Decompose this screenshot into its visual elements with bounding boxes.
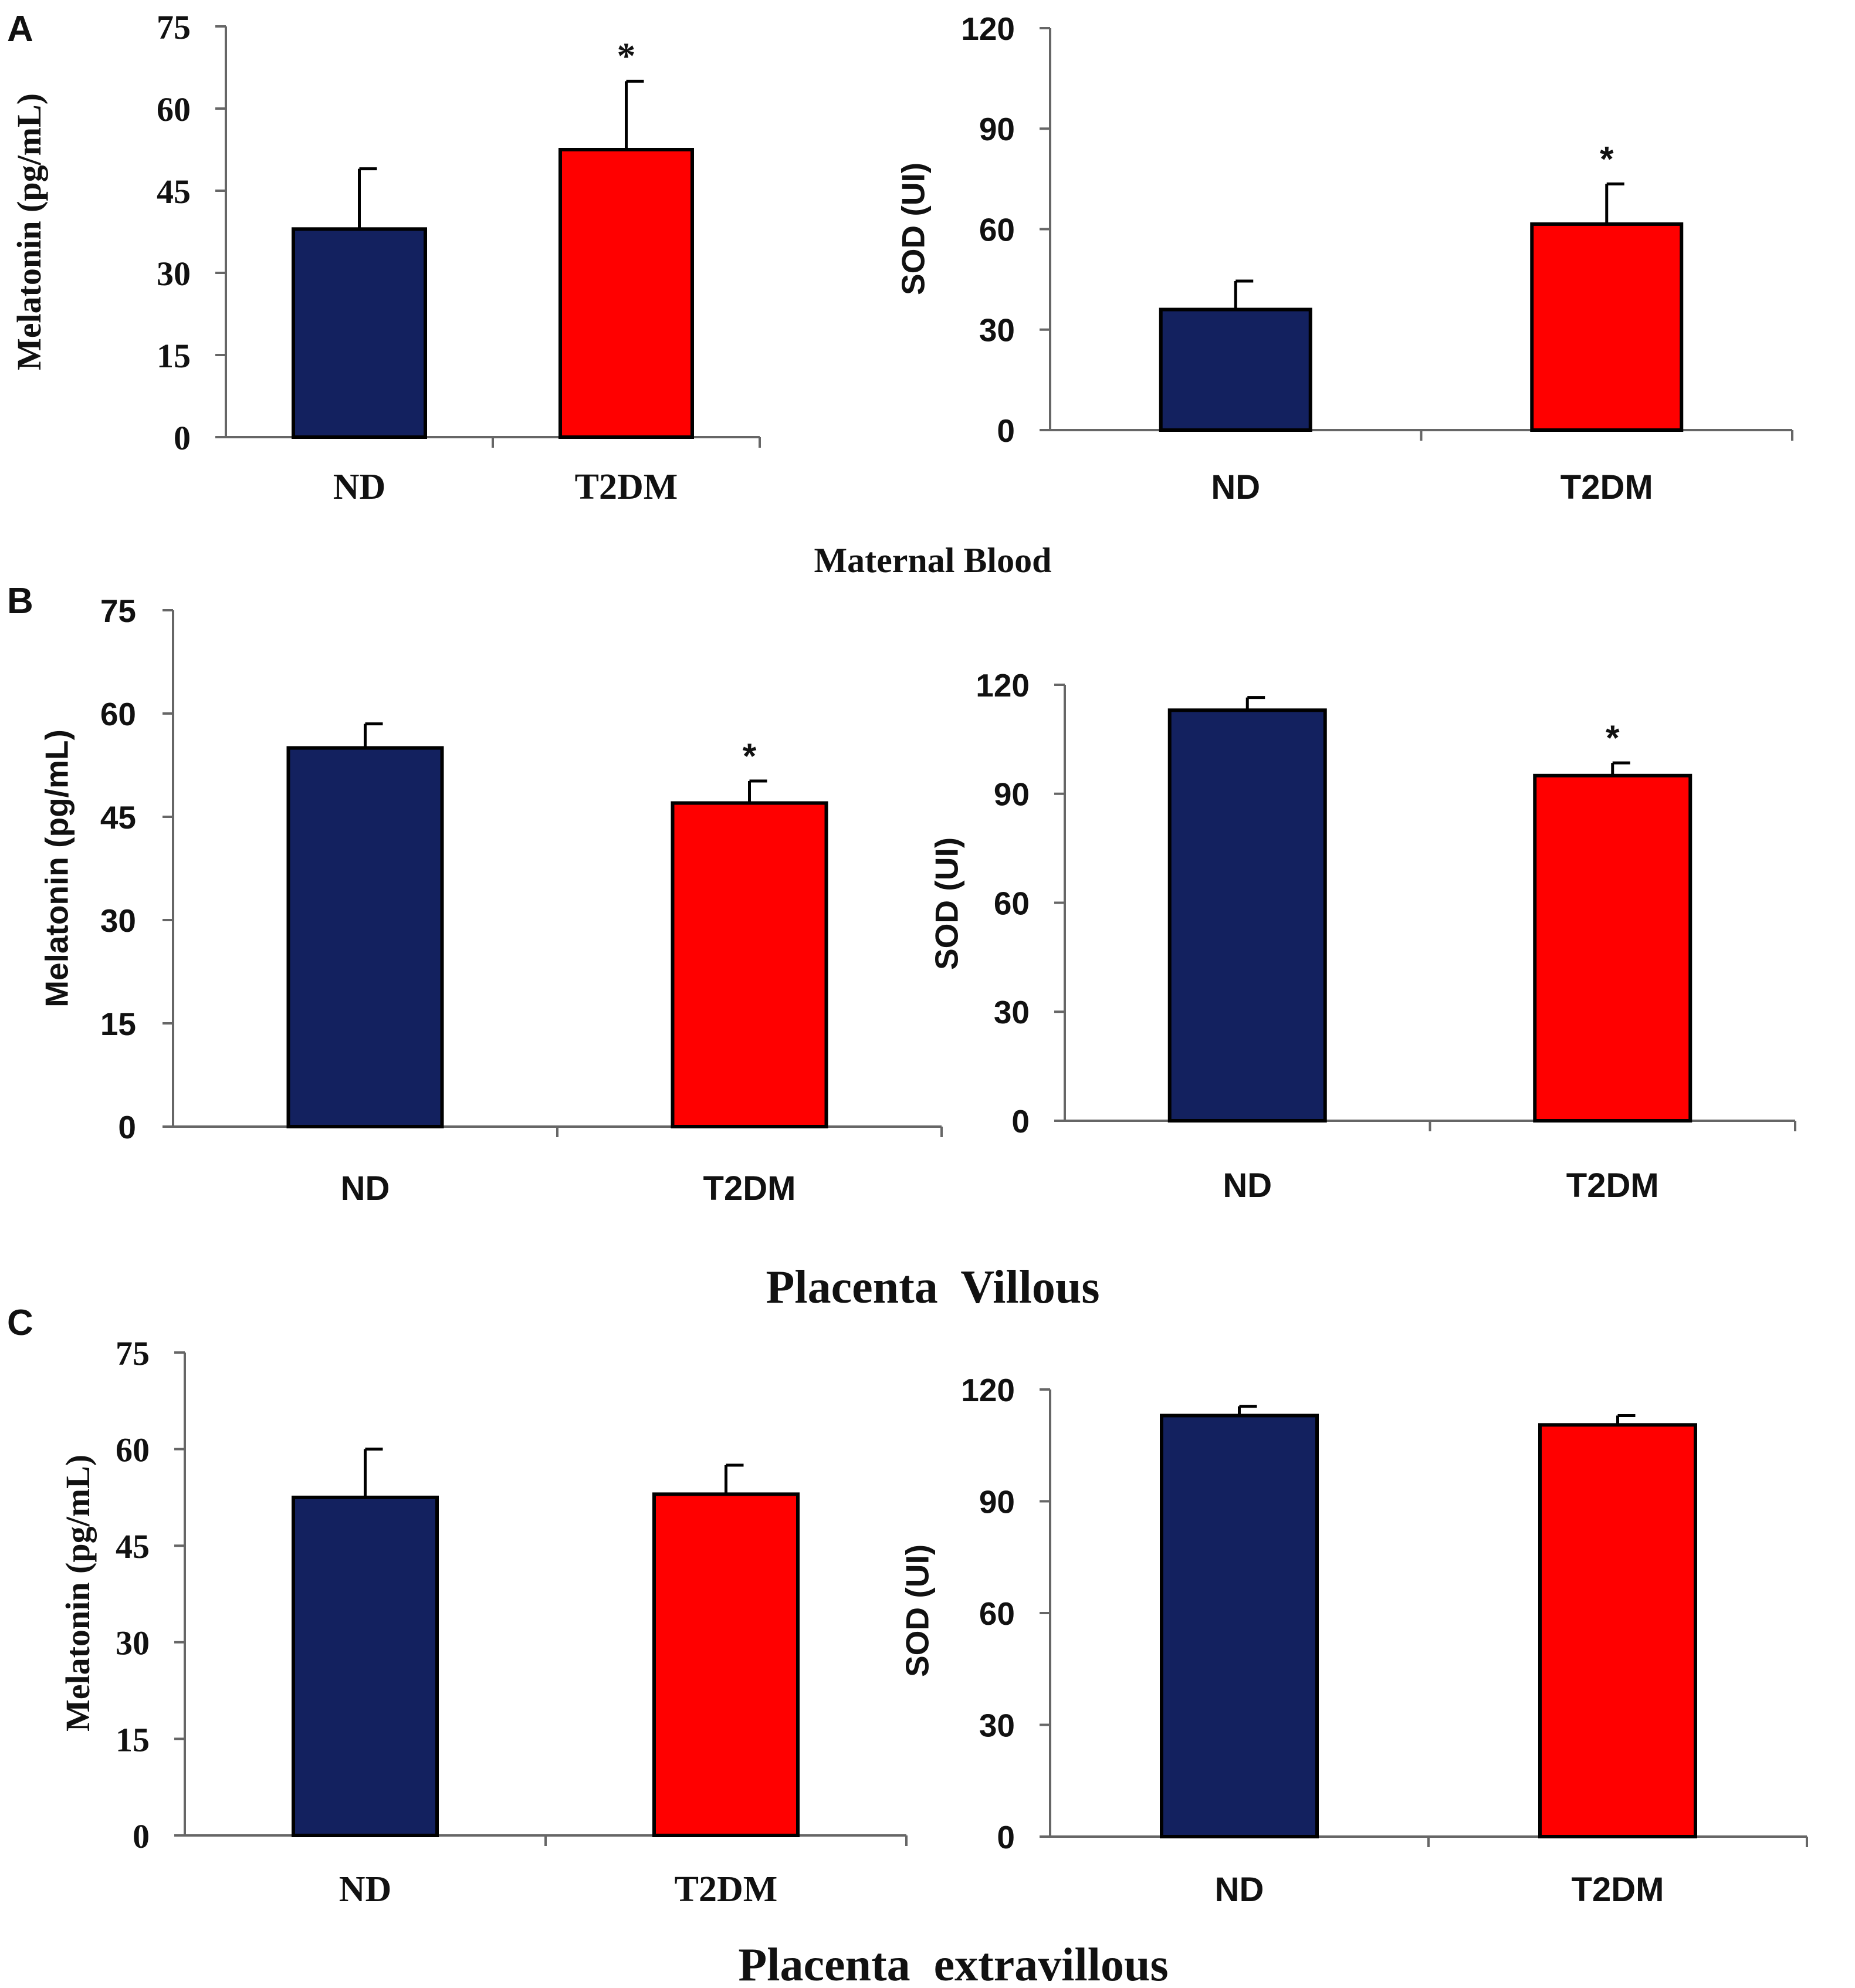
chart-c-melatonin: 0 15 30 45 60 75 Melatonin (pg/mL) ND T2DM <box>59 1334 908 1909</box>
y-axis-label: SOD (UI) <box>895 163 932 295</box>
y-tick-label: 0 <box>118 1109 136 1145</box>
y-tick-label: 0 <box>133 1817 150 1855</box>
panel-label-c: C <box>7 1303 33 1343</box>
x-category-label-nd: ND <box>1223 1167 1272 1205</box>
y-tick-label: 75 <box>100 593 136 629</box>
y-tick-label: 15 <box>116 1720 150 1759</box>
chart-b-sod: 0 30 60 90 120 SOD (UI) ND * T2DM <box>929 667 1796 1205</box>
chart-a-melatonin: 0 15 30 45 60 75 Melatonin (pg/mL) ND * T2DM <box>10 8 761 507</box>
x-category-label-nd: ND <box>1211 468 1260 506</box>
bar-t2dm <box>671 801 828 1128</box>
significance-marker-t2dm: * <box>743 736 757 776</box>
x-category-label-t2dm: T2DM <box>1572 1871 1664 1909</box>
y-tick-label: 45 <box>116 1527 150 1566</box>
y-tick-label: 30 <box>157 255 191 293</box>
bar-t2dm <box>1530 222 1684 432</box>
x-category-label-t2dm: T2DM <box>703 1169 796 1208</box>
bar-nd <box>292 1495 439 1837</box>
y-tick-label: 0 <box>174 419 191 457</box>
bar-nd <box>286 746 444 1128</box>
significance-marker-t2dm: * <box>1606 718 1620 758</box>
y-tick-label: 120 <box>961 1372 1015 1408</box>
y-axis-label: Melatonin (pg/mL) <box>10 93 48 370</box>
y-axis-label: SOD (UI) <box>899 1544 936 1677</box>
chart-a-sod: 0 30 60 90 120 SOD (UI) ND * T2DM <box>895 11 1793 506</box>
y-tick-label: 75 <box>157 8 191 46</box>
y-axis-label: Melatonin (pg/mL) <box>59 1455 97 1732</box>
y-tick-label: 30 <box>979 312 1015 349</box>
significance-marker-t2dm: * <box>617 35 636 76</box>
significance-marker-t2dm: * <box>1600 138 1614 178</box>
x-category-label-t2dm: T2DM <box>575 467 678 507</box>
y-tick-label: 15 <box>157 337 191 375</box>
y-tick-label: 75 <box>116 1334 150 1372</box>
y-tick-label: 60 <box>157 90 191 129</box>
section-title-placenta-villous: Placenta Villous <box>766 1262 1100 1313</box>
y-tick-label: 90 <box>979 1483 1015 1520</box>
bar-t2dm <box>1538 1423 1697 1838</box>
y-tick-label: 45 <box>157 173 191 211</box>
y-tick-label: 0 <box>997 413 1015 449</box>
y-tick-label: 45 <box>100 799 136 836</box>
bar-nd <box>1160 1414 1319 1838</box>
y-tick-label: 120 <box>961 11 1015 47</box>
x-category-label-t2dm: T2DM <box>1560 468 1653 506</box>
bar-t2dm <box>652 1492 800 1837</box>
y-tick-label: 30 <box>994 994 1030 1030</box>
y-tick-label: 120 <box>976 667 1030 704</box>
x-category-label-nd: ND <box>1215 1871 1264 1909</box>
y-tick-label: 60 <box>979 211 1015 248</box>
panel-label-a: A <box>7 9 33 49</box>
x-category-label-nd: ND <box>333 467 386 507</box>
bar-nd <box>1159 307 1312 432</box>
y-tick-label: 90 <box>979 111 1015 147</box>
y-tick-label: 60 <box>100 696 136 732</box>
y-axis-label: SOD (UI) <box>929 837 965 970</box>
x-category-label-nd: ND <box>341 1169 390 1208</box>
y-tick-label: 15 <box>100 1006 136 1042</box>
x-category-label-nd: ND <box>339 1869 392 1909</box>
y-tick-label: 30 <box>100 902 136 939</box>
y-tick-label: 60 <box>979 1595 1015 1632</box>
y-axis-label: Melatonin (pg/mL) <box>39 729 75 1007</box>
y-tick-label: 0 <box>1011 1103 1030 1140</box>
y-tick-label: 0 <box>997 1819 1015 1855</box>
section-title-placenta-extravillous: Placenta extravillous <box>738 1939 1168 1988</box>
x-category-label-t2dm: T2DM <box>1566 1167 1659 1205</box>
bar-t2dm <box>558 148 694 439</box>
chart-c-sod: 0 30 60 90 120 SOD (UI) ND T2DM <box>899 1372 1808 1909</box>
chart-b-melatonin: 0 15 30 45 60 75 Melatonin (pg/mL) ND * T2DM <box>39 593 943 1208</box>
section-title-maternal-blood: Maternal Blood <box>814 541 1052 580</box>
y-tick-label: 30 <box>979 1707 1015 1743</box>
bar-nd <box>292 227 427 439</box>
y-tick-label: 90 <box>994 776 1030 813</box>
y-tick-label: 60 <box>116 1431 150 1469</box>
bar-t2dm <box>1533 773 1692 1123</box>
y-tick-label: 60 <box>994 885 1030 921</box>
panel-label-b: B <box>7 581 33 621</box>
y-tick-label: 30 <box>116 1624 150 1662</box>
x-category-label-t2dm: T2DM <box>675 1869 778 1909</box>
bar-nd <box>1167 708 1327 1123</box>
